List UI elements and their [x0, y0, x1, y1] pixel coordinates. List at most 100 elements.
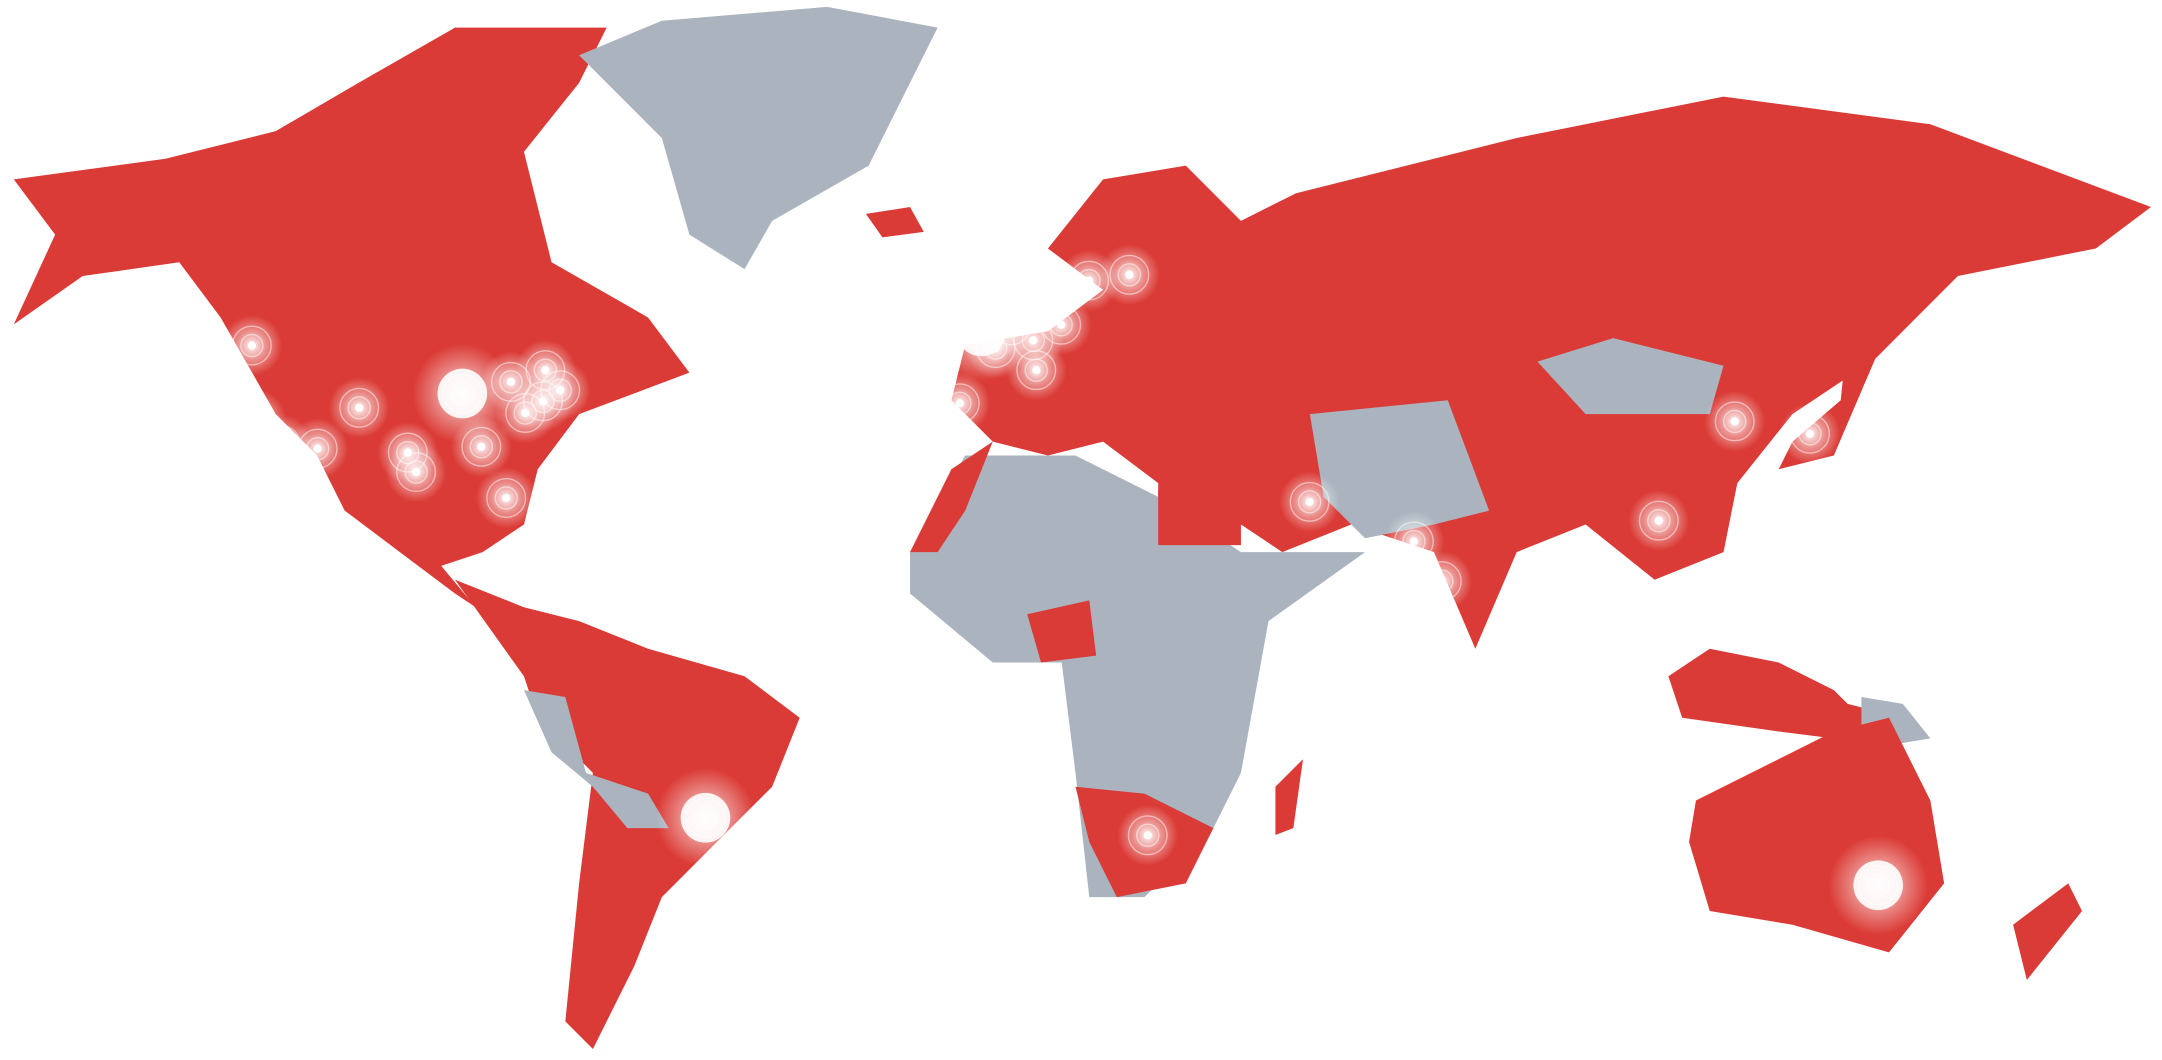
marker-ring — [240, 333, 264, 358]
marker-ring — [231, 325, 272, 366]
marker-dot — [680, 792, 731, 843]
marker-dot — [1032, 366, 1041, 375]
egypt-region — [1158, 489, 1241, 546]
marker-dot — [1654, 516, 1663, 525]
location-marker[interactable] — [1099, 244, 1160, 306]
location-marker[interactable] — [529, 359, 591, 421]
marker-dot — [1409, 537, 1419, 546]
marker-ring — [1117, 263, 1142, 287]
location-marker[interactable] — [475, 467, 537, 529]
marker-dot — [955, 399, 964, 408]
marker-ring — [396, 452, 437, 493]
marker-ring — [939, 383, 980, 424]
marker-ring — [548, 378, 572, 403]
location-marker[interactable] — [287, 418, 349, 480]
markers-layer — [221, 244, 1928, 935]
marker-dot — [437, 368, 488, 419]
marker-dot — [1125, 270, 1134, 279]
location-marker[interactable] — [1279, 471, 1340, 533]
marker-dot — [1143, 831, 1152, 840]
location-marker[interactable] — [655, 768, 756, 868]
nigeria-region — [1027, 600, 1097, 663]
africa-region — [910, 455, 1366, 898]
marker-ring — [469, 434, 494, 459]
marker-dot — [1805, 429, 1815, 438]
location-marker[interactable] — [1566, 626, 1628, 687]
new-zealand-region — [2013, 883, 2083, 980]
location-marker[interactable] — [1117, 804, 1179, 866]
marker-dot — [521, 408, 530, 418]
location-marker[interactable] — [1779, 403, 1841, 465]
marker-dot — [313, 444, 322, 453]
marker-ring — [1024, 358, 1048, 382]
marker-ring — [513, 401, 537, 425]
marker-ring — [404, 460, 428, 484]
marker-ring — [1393, 521, 1434, 562]
marker-dot — [411, 467, 421, 477]
north-america-region — [13, 27, 690, 608]
marker-ring — [1421, 561, 1462, 602]
location-marker[interactable] — [1828, 835, 1928, 935]
location-marker[interactable] — [221, 315, 283, 376]
marker-dot — [1057, 320, 1066, 329]
central-asia-region — [1309, 400, 1490, 539]
marker-dot — [502, 493, 511, 503]
marker-ring — [1041, 304, 1082, 345]
greenland-region — [579, 6, 938, 270]
peru-bolivia-region — [523, 690, 669, 829]
marker-ring — [1049, 313, 1073, 337]
location-marker[interactable] — [450, 416, 512, 478]
marker-ring — [1127, 815, 1168, 856]
marker-ring — [305, 436, 330, 461]
marker-ring — [540, 370, 581, 411]
marker-ring — [1722, 409, 1747, 434]
iceland-region — [865, 207, 924, 238]
marker-ring — [1289, 481, 1330, 522]
marker-ring — [347, 396, 371, 420]
location-marker[interactable] — [1411, 550, 1473, 612]
marker-ring — [1798, 422, 1822, 446]
marker-ring — [1638, 500, 1679, 541]
marker-dot — [1593, 652, 1602, 661]
countries-layer — [13, 6, 2151, 1049]
marker-ring — [1136, 823, 1160, 848]
location-marker[interactable] — [1005, 339, 1067, 401]
marker-ring — [1016, 350, 1057, 391]
marker-ring — [948, 391, 972, 415]
marker-dot — [247, 341, 257, 350]
north-africa-region — [910, 441, 993, 553]
location-marker[interactable] — [1704, 391, 1766, 452]
marker-dot — [251, 415, 261, 425]
location-marker[interactable] — [328, 377, 390, 439]
marker-dot — [506, 377, 516, 386]
marker-ring — [297, 428, 338, 469]
marker-ring — [461, 426, 502, 467]
marker-dot — [1305, 497, 1314, 506]
marker-ring — [1585, 644, 1609, 669]
marker-ring — [1297, 490, 1322, 514]
marker-ring — [494, 486, 518, 510]
marker-ring — [1109, 254, 1150, 295]
marker-dot — [1730, 417, 1739, 426]
marker-dot — [355, 403, 364, 412]
marker-dot — [1853, 860, 1904, 911]
location-marker[interactable] — [929, 372, 991, 434]
marker-ring — [1647, 508, 1671, 533]
marker-ring — [1430, 569, 1454, 593]
location-marker[interactable] — [1628, 490, 1690, 552]
marker-ring — [1790, 413, 1830, 454]
marker-dot — [276, 440, 286, 449]
madagascar-region — [1275, 759, 1303, 836]
marker-ring — [339, 387, 380, 428]
marker-dot — [1437, 577, 1446, 586]
marker-dot — [477, 442, 486, 451]
marker-ring — [1402, 529, 1426, 554]
marker-ring — [1714, 401, 1755, 442]
mongolia-region — [1537, 338, 1724, 415]
location-marker[interactable] — [385, 441, 447, 503]
marker-ring — [1577, 636, 1618, 677]
marker-dot — [556, 386, 565, 395]
location-marker[interactable] — [1030, 294, 1092, 356]
southeast-asia-islands-region — [1668, 648, 1903, 746]
